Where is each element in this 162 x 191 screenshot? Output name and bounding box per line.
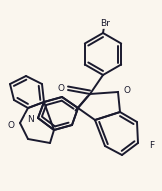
Text: N: N xyxy=(27,116,33,125)
Text: Br: Br xyxy=(100,19,110,28)
Text: O: O xyxy=(123,86,131,95)
Text: O: O xyxy=(58,83,64,92)
Text: O: O xyxy=(7,121,15,129)
Text: N: N xyxy=(28,114,34,124)
Text: F: F xyxy=(149,141,155,150)
